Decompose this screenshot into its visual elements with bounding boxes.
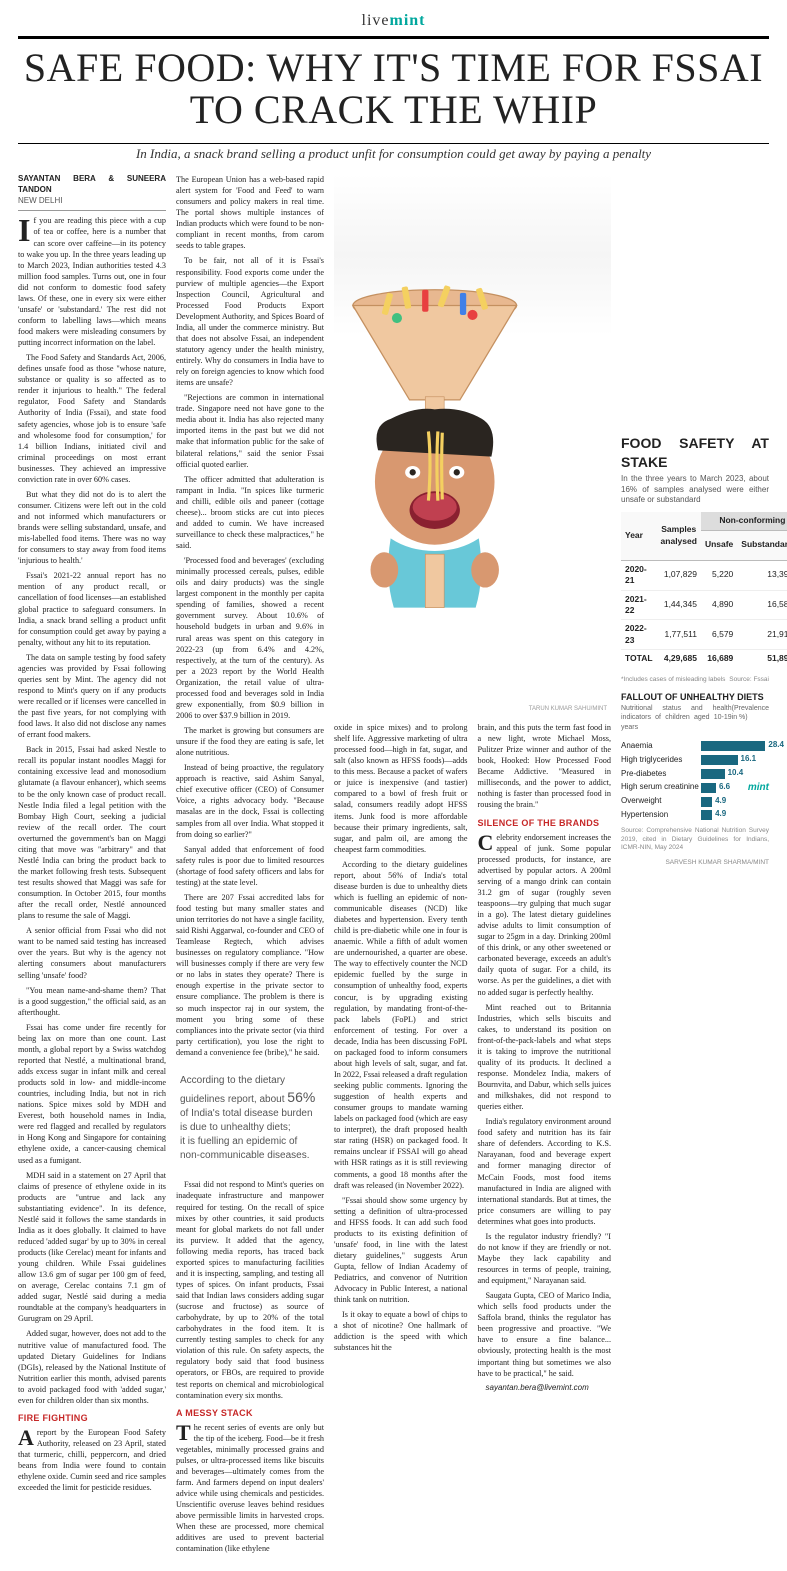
bar-row: High triglycerides16.1 <box>621 755 769 766</box>
th-unsafe: Unsafe <box>701 530 737 560</box>
c1p11: Added sugar, however, does not add to th… <box>18 1328 166 1405</box>
c2p1: The European Union has a web-based rapid… <box>176 174 324 251</box>
c1p10: MDH said in a statement on 27 April that… <box>18 1170 166 1325</box>
c2p2: To be fair, not all of it is Fssai's res… <box>176 255 324 388</box>
c1p6: Back in 2015, Fssai had asked Nestle to … <box>18 744 166 921</box>
th-ncs: Non-conforming samples <box>701 512 787 530</box>
subhead: In India, a snack brand selling a produc… <box>18 146 769 162</box>
c1p2: The Food Safety and Standards Act, 2006,… <box>18 352 166 485</box>
chart-illus-credit: SARVESH KUMAR SHARMA/MINT <box>621 859 769 868</box>
byline-authors: Sayantan Bera & Suneera Tandon <box>18 174 166 196</box>
main-illustration: TARUN KUMAR SAHU/MINT <box>334 174 611 714</box>
c2p11: he recent series of events are only but … <box>176 1423 324 1554</box>
bar-row: Hypertension4.9 <box>621 810 769 821</box>
chart2-title: FALLOUT OF UNHEALTHY DIETS <box>621 691 769 703</box>
dropcap: I <box>18 215 33 243</box>
chart-title: FOOD SAFETY AT STAKE <box>621 434 769 472</box>
c3p2: According to the dietary guidelines repo… <box>334 859 468 1191</box>
center-lower-cols: oxide in spice mixes) and to prolong she… <box>334 722 611 1397</box>
masthead-mint: mint <box>390 12 426 29</box>
masthead: livemint <box>18 12 769 30</box>
c2p6: The market is growing but consumers are … <box>176 725 324 758</box>
table-row-total: TOTAL4,29,68516,68951,89337,325 <box>621 650 787 668</box>
column-2: The European Union has a web-based rapid… <box>176 174 324 1559</box>
c2p4: The officer admitted that adulteration i… <box>176 474 324 551</box>
table-row: 2021-221,44,3454,89016,58211,462 <box>621 590 787 620</box>
content-area: Sayantan Bera & Suneera Tandon NEW DELHI… <box>18 174 769 1559</box>
th-year: Year <box>621 512 657 560</box>
c3p4: Is it okay to equate a bowl of chips to … <box>334 1309 468 1353</box>
c1p12: report by the European Food Safety Autho… <box>18 1428 166 1492</box>
table-footnote: *Includes cases of misleading labels <box>621 676 725 685</box>
column-1: Sayantan Bera & Suneera Tandon NEW DELHI… <box>18 174 166 1559</box>
bar-row: Overweight4.9 <box>621 796 769 807</box>
c1p9: Fssai has come under fire recently for b… <box>18 1022 166 1166</box>
table-src: Source: Fssai <box>729 676 769 685</box>
column-5: FOOD SAFETY AT STAKE In the three years … <box>621 434 769 1559</box>
c1p3: But what they did not do is to alert the… <box>18 489 166 566</box>
th-samples: Samples analysed <box>657 512 701 560</box>
c2p10: Fssai did not respond to Mint's queries … <box>176 1179 324 1400</box>
chart2-sub: Nutritional status and health indicators… <box>621 704 732 732</box>
safety-table: Year Samples analysed Non-conforming sam… <box>621 512 787 668</box>
c1p7: A senior official from Fssai who did not… <box>18 925 166 980</box>
c3p3: "Fssai should show some urgency by setti… <box>334 1195 468 1306</box>
c4p4: India's regulatory environment around fo… <box>478 1116 612 1227</box>
c4p1: brain, and this puts the term fast food … <box>478 722 612 811</box>
column-3: oxide in spice mixes) and to prolong she… <box>334 722 468 1397</box>
bar-row: High serum creatinine6.6 <box>621 782 769 793</box>
chart-source: Source: Comprehensive National Nutrition… <box>621 827 769 853</box>
c4p3: Mint reached out to Britannia Industries… <box>478 1002 612 1113</box>
section-silence: SILENCE OF THE BRANDS <box>478 817 612 829</box>
table-row: 2022-231,77,5116,57921,91716,130 <box>621 620 787 650</box>
center-block: mint SHORT STORY WHAT Food adulteration … <box>334 174 611 1559</box>
c4p6: Saugata Gupta, CEO of Marico India, whic… <box>478 1290 612 1379</box>
c1p1: f you are reading this piece with a cup … <box>18 216 166 347</box>
c2p9: There are 207 Fssai accredited labs for … <box>176 892 324 1058</box>
rule-top <box>18 36 769 39</box>
chart-sub: In the three years to March 2023, about … <box>621 474 769 506</box>
c4p5: Is the regulator industry friendly? "I d… <box>478 1231 612 1286</box>
headline: SAFE FOOD: WHY IT'S TIME FOR FSSAI TO CR… <box>18 47 769 131</box>
pullquote: According to the dietary guidelines repo… <box>176 1066 324 1172</box>
section-messystack: A MESSY STACK <box>176 1407 324 1419</box>
chart-box: FOOD SAFETY AT STAKE In the three years … <box>621 434 769 868</box>
column-4: brain, and this puts the term fast food … <box>478 722 612 1397</box>
th-sub: Substandard <box>737 530 787 560</box>
c4p2: elebrity endorsement increases the appea… <box>478 833 612 997</box>
c2p8: Sanyal added that enforcement of food sa… <box>176 844 324 888</box>
c2p7: Instead of being proactive, the regulato… <box>176 762 324 839</box>
c1p5: The data on sample testing by food safet… <box>18 652 166 741</box>
c1p4: Fssai's 2021-22 annual report has no men… <box>18 570 166 647</box>
byline-city: NEW DELHI <box>18 196 166 207</box>
chart2-unit: (Prevalence in %) <box>732 704 769 732</box>
c2p3: "Rejections are common in international … <box>176 392 324 469</box>
byline-email: sayantan.bera@livemint.com <box>478 1383 612 1394</box>
c1p8: "You mean name-and-shame them? That is a… <box>18 985 166 1018</box>
bar-row: Pre-diabetes10.4 <box>621 769 769 780</box>
rule-under-headline <box>18 143 769 144</box>
c2p5: 'Processed food and beverages' (excludin… <box>176 555 324 721</box>
c3p1: oxide in spice mixes) and to prolong she… <box>334 722 468 855</box>
bar-row: Anaemia28.4 <box>621 741 769 752</box>
illustration-credit: TARUN KUMAR SAHU/MINT <box>529 706 607 712</box>
section-firefighting: FIRE FIGHTING <box>18 1412 166 1424</box>
masthead-live: live <box>362 12 390 29</box>
table-row: 2020-211,07,8295,22013,3949,733 <box>621 560 787 590</box>
